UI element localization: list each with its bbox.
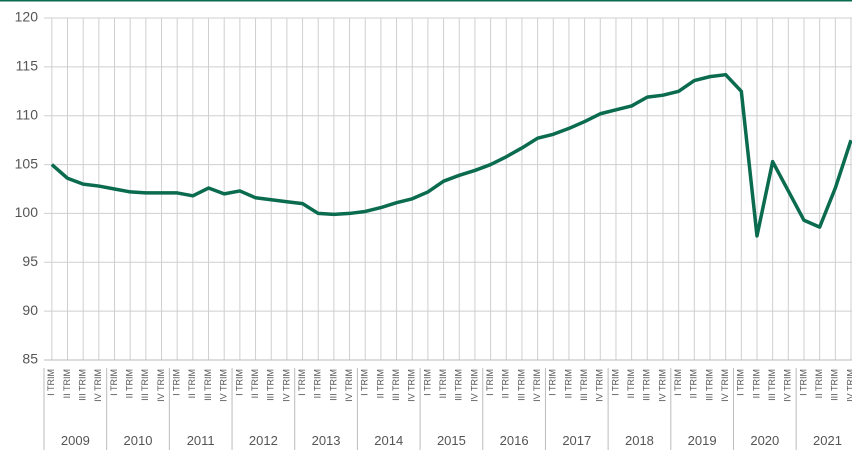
x-tick-label: III TRIM — [78, 369, 88, 401]
x-tick-label: III TRIM — [704, 369, 714, 401]
x-tick-label: II TRIM — [375, 369, 385, 398]
x-tick-label: III TRIM — [830, 369, 840, 401]
y-tick-label: 120 — [15, 9, 39, 25]
x-tick-label: II TRIM — [187, 369, 197, 398]
year-label: 2012 — [249, 433, 278, 448]
x-tick-label: II TRIM — [313, 369, 323, 398]
x-tick-label: III TRIM — [516, 369, 526, 401]
x-tick-label: I TRIM — [610, 369, 620, 396]
x-tick-label: IV TRIM — [469, 369, 479, 402]
x-tick-label: IV TRIM — [783, 369, 793, 402]
x-tick-label: IV TRIM — [219, 369, 229, 402]
x-tick-label: I TRIM — [736, 369, 746, 396]
x-tick-label: IV TRIM — [344, 369, 354, 402]
x-tick-label: IV TRIM — [657, 369, 667, 402]
year-label: 2017 — [562, 433, 591, 448]
year-label: 2015 — [437, 433, 466, 448]
x-tick-label: IV TRIM — [595, 369, 605, 402]
x-tick-label: I TRIM — [234, 369, 244, 396]
year-label: 2021 — [813, 433, 842, 448]
year-label: 2019 — [688, 433, 717, 448]
data-line — [50, 72, 852, 238]
year-label: 2011 — [187, 433, 215, 448]
x-tick-label: II TRIM — [751, 369, 761, 398]
x-tick-label: III TRIM — [266, 369, 276, 401]
year-label: 2010 — [124, 433, 153, 448]
x-tick-label: III TRIM — [140, 369, 150, 401]
y-tick-label: 85 — [22, 351, 38, 367]
year-label: 2013 — [312, 433, 341, 448]
x-tick-label: IV TRIM — [407, 369, 417, 402]
x-tick-label: III TRIM — [328, 369, 338, 401]
y-tick-label: 110 — [16, 106, 39, 122]
x-tick-label: I TRIM — [422, 369, 432, 396]
x-tick-label: I TRIM — [360, 369, 370, 396]
x-tick-label: III TRIM — [391, 369, 401, 401]
x-tick-label: I TRIM — [485, 369, 495, 396]
x-tick-label: IV TRIM — [532, 369, 542, 402]
x-tick-label: IV TRIM — [845, 369, 852, 402]
x-tick-label: I TRIM — [548, 369, 558, 396]
x-tick-label: II TRIM — [250, 369, 260, 398]
x-tick-label: II TRIM — [689, 369, 699, 398]
y-tick-label: 90 — [22, 302, 38, 318]
x-tick-label: I TRIM — [109, 369, 119, 396]
x-tick-label: IV TRIM — [720, 369, 730, 402]
y-tick-label: 115 — [16, 58, 39, 74]
x-tick-label: III TRIM — [767, 369, 777, 401]
x-tick-label: I TRIM — [46, 369, 56, 396]
x-tick-label: II TRIM — [814, 369, 824, 398]
x-tick-label: I TRIM — [172, 369, 182, 396]
x-tick-label: II TRIM — [563, 369, 573, 398]
x-tick-label: II TRIM — [62, 369, 72, 398]
x-tick-label: III TRIM — [454, 369, 464, 401]
year-label: 2020 — [750, 433, 779, 448]
year-label: 2018 — [625, 433, 654, 448]
year-label: 2014 — [374, 433, 403, 448]
x-tick-label: IV TRIM — [156, 369, 166, 402]
x-tick-label: III TRIM — [203, 369, 213, 401]
x-tick-label: II TRIM — [626, 369, 636, 398]
x-tick-label: III TRIM — [642, 369, 652, 401]
x-tick-label: I TRIM — [297, 369, 307, 396]
y-tick-label: 100 — [15, 204, 39, 220]
y-tick-label: 95 — [22, 253, 38, 269]
x-tick-label: III TRIM — [579, 369, 589, 401]
x-tick-label: I TRIM — [673, 369, 683, 396]
year-label: 2016 — [500, 433, 529, 448]
y-tick-label: 105 — [15, 155, 39, 171]
x-tick-label: IV TRIM — [93, 369, 103, 402]
x-tick-label: IV TRIM — [281, 369, 291, 402]
year-label: 2009 — [61, 433, 90, 448]
x-tick-label: II TRIM — [438, 369, 448, 398]
x-tick-label: I TRIM — [798, 369, 808, 396]
x-tick-label: II TRIM — [125, 369, 135, 398]
x-tick-label: II TRIM — [501, 369, 511, 398]
